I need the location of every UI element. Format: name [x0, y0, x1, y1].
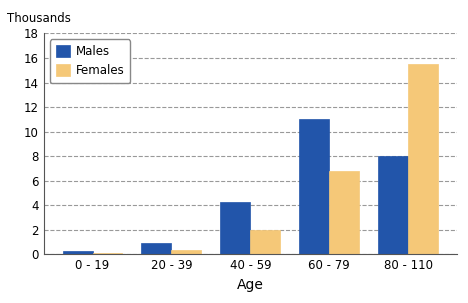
Bar: [378, 156, 408, 255]
Bar: [299, 119, 329, 255]
Bar: [141, 243, 171, 255]
Bar: [250, 230, 280, 255]
Bar: [329, 171, 359, 255]
Bar: [63, 251, 93, 255]
X-axis label: Age: Age: [237, 278, 264, 292]
Text: Thousands: Thousands: [7, 12, 71, 25]
Bar: [171, 250, 201, 255]
Bar: [220, 202, 250, 255]
Legend: Males, Females: Males, Females: [50, 39, 130, 83]
Bar: [408, 64, 438, 255]
Bar: [93, 253, 123, 255]
